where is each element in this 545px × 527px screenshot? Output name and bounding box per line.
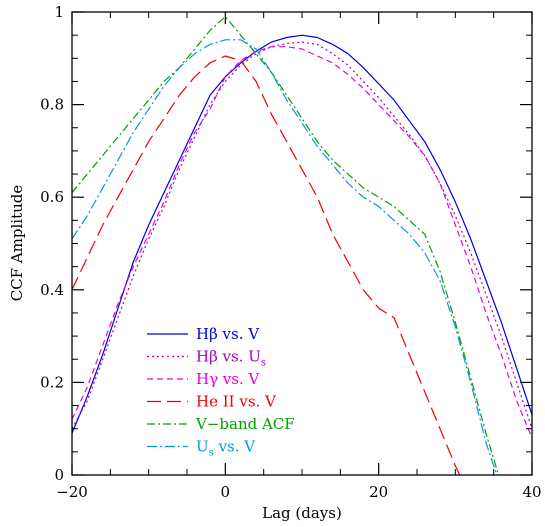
- series-line-2: [72, 41, 532, 429]
- legend-label-4: He II vs. V: [196, 393, 277, 411]
- x-axis-label: Lag (days): [262, 504, 342, 522]
- series-line-3: [72, 46, 532, 439]
- series-line-4: [72, 55, 461, 475]
- x-tick-label: 0: [221, 483, 231, 501]
- legend-label-3: Hγ vs. V: [196, 370, 261, 388]
- y-tick-label: 0.4: [40, 281, 64, 299]
- x-tick-label: −20: [56, 483, 88, 501]
- y-tick-label: 0.6: [40, 188, 64, 206]
- x-tick-label: 20: [369, 483, 388, 501]
- legend-label-6: Us vs. V: [196, 438, 256, 459]
- legend-label-1: Hβ vs. V: [196, 325, 260, 343]
- y-tick-label: 0.2: [40, 373, 64, 391]
- series-line-6: [72, 39, 498, 475]
- series-line-1: [72, 34, 532, 434]
- y-tick-label: 1: [54, 3, 64, 21]
- x-tick-label: 40: [522, 483, 541, 501]
- legend-label-2: Hβ vs. Us: [196, 348, 266, 369]
- legend-label-5: V−band ACF: [195, 415, 295, 433]
- series-line-5: [72, 16, 500, 475]
- series-layer: [72, 16, 532, 475]
- y-axis-label: CCF Amplitude: [8, 185, 26, 302]
- y-tick-label: 0.8: [40, 96, 64, 114]
- y-tick-label: 0: [54, 466, 64, 484]
